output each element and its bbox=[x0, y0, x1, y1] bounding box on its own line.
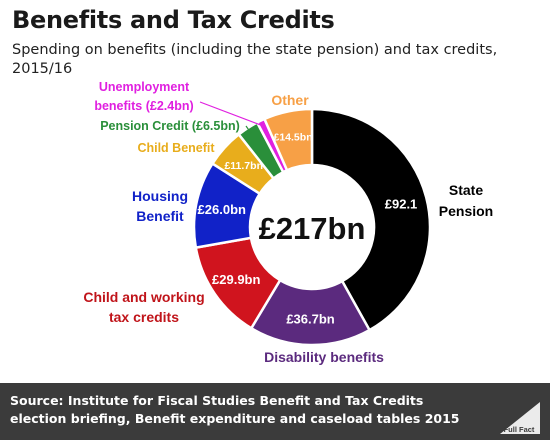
legend-label-state-pension: State bbox=[449, 182, 483, 198]
source-note: Source: Institute for Fiscal Studies Ben… bbox=[10, 392, 480, 428]
legend-label-housing-benefit: Housing bbox=[132, 188, 188, 204]
slice-other bbox=[262, 107, 314, 172]
leader-line-pension-credit bbox=[245, 125, 252, 134]
legend-label-child-benefit: Child Benefit bbox=[137, 141, 215, 155]
center-total-label: £217bn bbox=[259, 211, 366, 246]
source-text: Institute for Fiscal Studies Benefit and… bbox=[10, 393, 460, 426]
legend-label-child-and-working-tax-credits: tax credits bbox=[109, 309, 179, 325]
footer: Source: Institute for Fiscal Studies Ben… bbox=[0, 383, 550, 440]
chart-subtitle: Spending on benefits (including the stat… bbox=[12, 42, 498, 77]
legend-label-pension-credit: Pension Credit (£6.5bn) bbox=[100, 119, 240, 133]
value-label-other: £14.5bn bbox=[274, 132, 313, 144]
legend-label-unemployment-benefits: benefits (£2.4bn) bbox=[94, 99, 193, 113]
logo-text: Full Fact bbox=[504, 425, 535, 434]
value-label-state-pension: £92.1 bbox=[385, 197, 418, 212]
donut-chart: £92.1 State Pension £36.7bn Disability benef… bbox=[83, 80, 493, 365]
value-label-disability-benefits: £36.7bn bbox=[286, 312, 334, 327]
legend-label-state-pension: Pension bbox=[439, 203, 493, 219]
source-label: Source: bbox=[10, 393, 64, 408]
legend-label-other: Other bbox=[271, 92, 309, 108]
slice-state-pension bbox=[310, 107, 432, 332]
leader-line-unemployment-benefits bbox=[199, 101, 264, 127]
value-label-housing-benefit: £26.0bn bbox=[198, 202, 246, 217]
value-label-child-benefit: £11.7bn bbox=[224, 160, 263, 172]
chart-title: Benefits and Tax Credits bbox=[12, 6, 335, 34]
value-label-child-and-working-tax-credits: £29.9bn bbox=[212, 272, 260, 287]
legend-label-disability-benefits: Disability benefits bbox=[264, 349, 384, 365]
legend-label-housing-benefit: Benefit bbox=[136, 208, 184, 224]
full-fact-logo: Full Fact bbox=[500, 402, 540, 434]
legend-label-unemployment-benefits: Unemployment bbox=[99, 80, 190, 94]
legend-label-child-and-working-tax-credits: Child and working bbox=[83, 289, 204, 305]
